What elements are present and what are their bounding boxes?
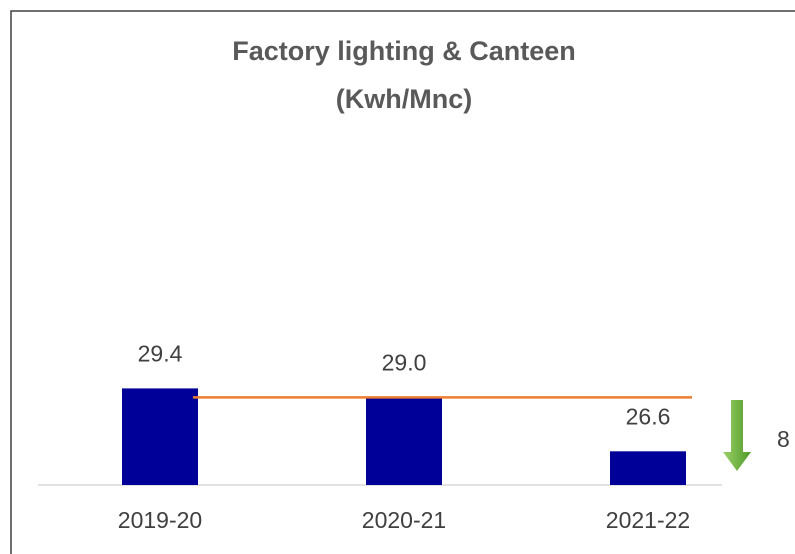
chart-subtitle: (Kwh/Mnc) xyxy=(336,84,472,114)
annotation: 8 xyxy=(777,426,790,452)
value-label: 29.4 xyxy=(138,340,183,366)
x-tick-label: 2019-20 xyxy=(118,507,202,533)
bar xyxy=(610,451,686,485)
x-tick-label: 2021-22 xyxy=(606,507,690,533)
value-label: 26.6 xyxy=(626,403,671,429)
down-arrow xyxy=(723,400,751,471)
chart-title: Factory lighting & Canteen xyxy=(232,36,576,66)
value-label: 29.0 xyxy=(382,349,427,375)
x-tick-label: 2020-21 xyxy=(362,507,446,533)
bar xyxy=(122,388,198,485)
bar xyxy=(366,397,442,485)
